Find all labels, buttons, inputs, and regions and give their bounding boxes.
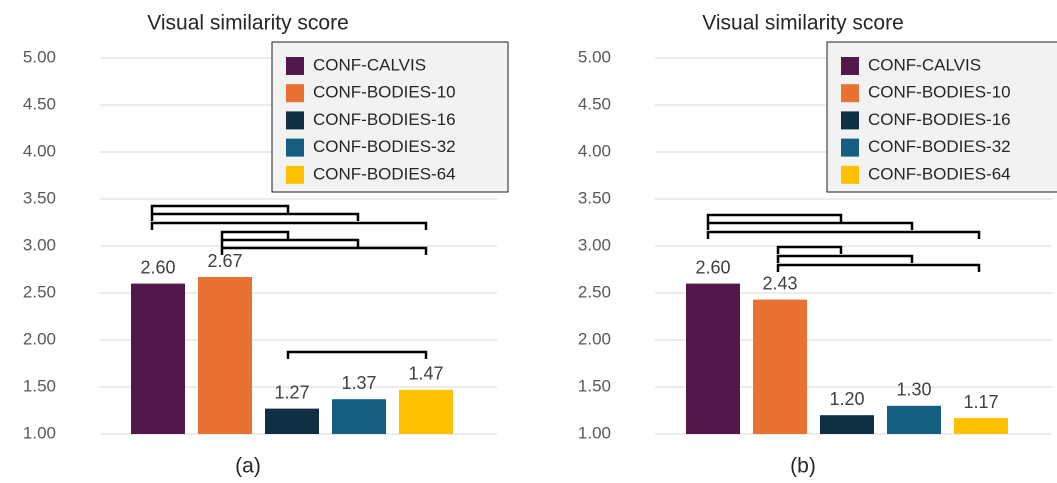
legend-label: CONF-BODIES-10 [868,83,1011,102]
legend-label: CONF-BODIES-64 [313,164,456,183]
value-label: 2.43 [762,273,797,293]
y-tick-label: 5.00 [23,47,56,66]
y-tick-label: 1.00 [578,423,611,442]
y-tick-label: 5.00 [578,47,611,66]
legend-swatch [841,57,859,75]
legend-label: CONF-BODIES-64 [868,164,1011,183]
bar [131,283,185,434]
subplot-label: (b) [790,455,816,478]
y-tick-label: 4.50 [23,94,56,113]
bar [686,283,740,434]
significance-bracket [776,254,914,263]
legend-label: CONF-BODIES-16 [313,110,456,129]
legend-swatch [841,111,859,130]
legend-box [271,41,509,193]
value-label: 1.47 [408,364,443,384]
significance-bracket [706,213,843,222]
legend-swatch [286,165,304,184]
legend-label: CONF-CALVIS [313,55,426,74]
value-label: 2.60 [695,257,730,277]
significance-bracket [150,204,290,213]
significance-bracket [706,230,981,239]
y-tick-label: 1.50 [23,376,56,395]
significance-bracket [220,246,428,255]
legend-label: CONF-BODIES-32 [313,137,456,156]
significance-bracket [220,230,290,239]
value-label: 2.60 [140,257,175,277]
significance-bracket [150,212,360,221]
y-tick-label: 1.00 [23,423,56,442]
bar [198,277,252,434]
significance-bracket [776,263,981,272]
bar [399,389,453,434]
legend-swatch [286,84,304,103]
chart-title: Visual similarity score [147,12,349,35]
bar [265,408,319,434]
bar [887,405,941,434]
significance-bracket [286,350,428,359]
bar [753,299,807,434]
y-tick-label: 3.00 [23,235,56,254]
y-tick-label: 2.00 [578,329,611,348]
subplot-label: (a) [235,455,261,478]
bar [820,415,874,434]
legend-swatch [841,84,859,103]
y-tick-label: 3.50 [578,188,611,207]
legend-swatch [841,165,859,184]
y-tick-label: 2.00 [23,329,56,348]
significance-bracket [706,221,914,230]
legend-label: CONF-BODIES-16 [868,110,1011,129]
y-tick-label: 2.50 [23,282,56,301]
value-label: 1.37 [341,373,376,393]
value-label: 2.67 [207,251,242,271]
value-label: 1.30 [896,380,931,400]
legend-label: CONF-BODIES-32 [868,137,1011,156]
legend-label: CONF-CALVIS [868,55,981,74]
y-tick-label: 4.50 [578,94,611,113]
legend-swatch [286,57,304,75]
value-label: 1.20 [829,389,864,409]
legend-swatch [841,138,859,157]
legend-box [826,41,1057,193]
legend-label: CONF-BODIES-10 [313,83,456,102]
y-tick-label: 3.50 [23,188,56,207]
chart-title: Visual similarity score [702,12,904,35]
y-tick-label: 4.00 [578,141,611,160]
y-tick-label: 1.50 [578,376,611,395]
y-tick-label: 4.00 [23,141,56,160]
y-tick-label: 2.50 [578,282,611,301]
bar [332,399,386,434]
legend-swatch [286,138,304,157]
value-label: 1.17 [963,392,998,412]
significance-bracket [150,221,428,230]
significance-bracket [776,245,843,254]
y-tick-label: 3.00 [578,235,611,254]
legend-swatch [286,111,304,130]
value-label: 1.27 [274,382,309,402]
significance-bracket [220,238,360,247]
bar [954,418,1008,434]
